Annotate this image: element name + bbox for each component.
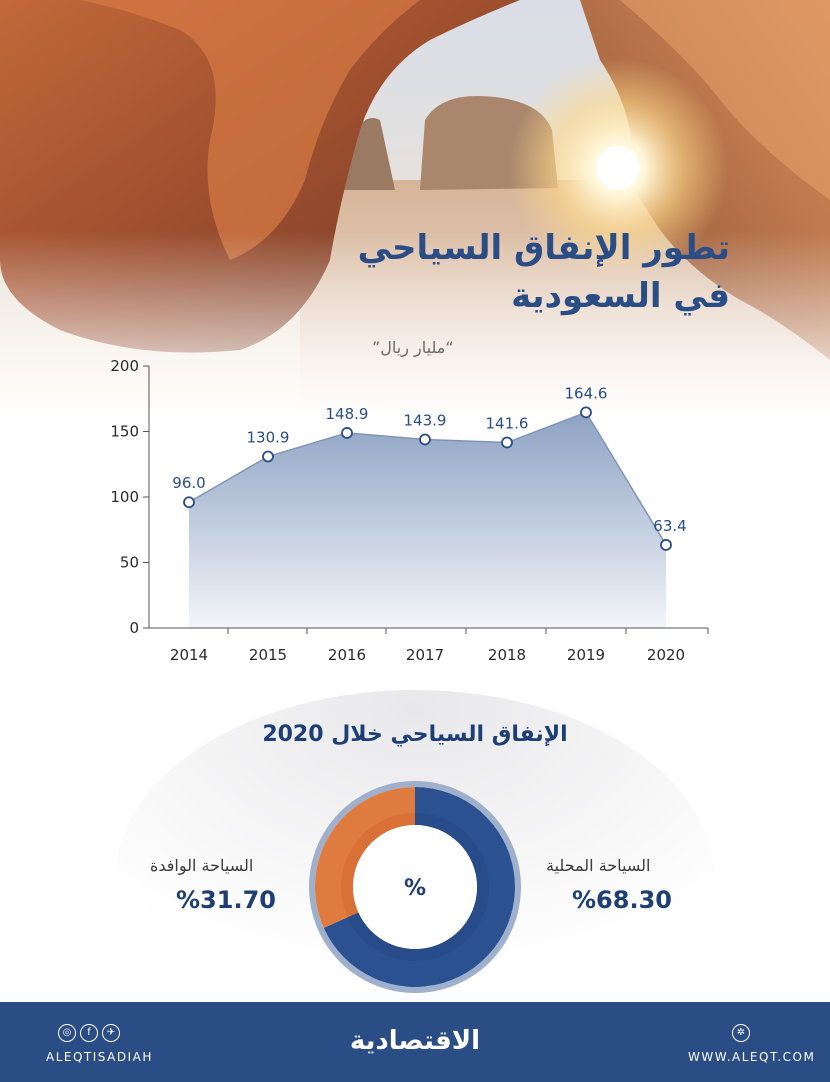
- hero-landscape-image: [0, 0, 830, 420]
- pie-chart-title: الإنفاق السياحي خلال 2020: [262, 722, 568, 747]
- brand-logo: الاقتصادية: [349, 1026, 481, 1056]
- x-tick-label: 2015: [249, 646, 287, 664]
- data-point: [183, 496, 195, 509]
- data-point: [419, 433, 431, 446]
- y-tick-label: 200: [110, 357, 139, 375]
- footer-bar: ◎ f ✈ ALEQTISADIAH الاقتصادية ✲ WWW.ALEQ…: [0, 1002, 830, 1082]
- x-tick-label: 2018: [488, 646, 526, 664]
- data-point: [341, 427, 353, 439]
- domestic-tourism-label: السياحة المحلية: [546, 856, 651, 875]
- data-label: 130.9: [247, 429, 290, 447]
- y-tick-label: 0: [129, 619, 139, 637]
- infographic-title-line1: تطور الإنفاق السياحي: [357, 228, 730, 268]
- donut-center-label: %: [404, 876, 426, 901]
- twitter-icon[interactable]: ✈: [102, 1024, 120, 1042]
- data-point: [262, 450, 274, 463]
- inbound-tourism-label: السياحة الوافدة: [150, 856, 254, 875]
- data-point: [660, 539, 672, 551]
- inbound-tourism-value: %31.70: [176, 886, 276, 914]
- website-link[interactable]: WWW.ALEQT.COM: [688, 1050, 816, 1064]
- data-label: 96.0: [172, 474, 205, 492]
- y-tick-label: 100: [110, 488, 139, 506]
- data-label: 164.6: [565, 384, 608, 402]
- donut-hole: [353, 825, 477, 949]
- globe-icon: ✲: [732, 1024, 750, 1042]
- data-label: 63.4: [653, 517, 686, 535]
- data-label: 141.6: [486, 415, 529, 433]
- infographic-title-line2: في السعودية: [511, 276, 730, 316]
- x-tick-label: 2019: [567, 646, 605, 664]
- x-tick-label: 2014: [170, 646, 208, 664]
- slice-inner-shade: [341, 813, 415, 918]
- data-label: 143.9: [404, 411, 447, 429]
- data-point: [580, 406, 592, 419]
- x-tick-label: 2017: [406, 646, 444, 664]
- x-tick-label: 2016: [328, 646, 366, 664]
- spending-area-chart: 0 50 100 150 200 2014 2015 2016 2017 2018 2019 2020…: [110, 357, 709, 664]
- area-fill: [189, 412, 666, 628]
- facebook-icon[interactable]: f: [80, 1024, 98, 1042]
- x-tick-label: 2020: [647, 646, 685, 664]
- domestic-tourism-value: %68.30: [572, 886, 672, 914]
- data-label: 148.9: [326, 405, 369, 423]
- social-handle[interactable]: ALEQTISADIAH: [46, 1050, 153, 1064]
- y-axis-unit-label: “مليار ريال”: [372, 338, 454, 357]
- social-icons: ◎ f ✈: [58, 1024, 120, 1042]
- y-tick-label: 150: [110, 423, 139, 441]
- spending-donut-chart: %: [309, 781, 521, 993]
- data-point: [501, 436, 513, 449]
- instagram-icon[interactable]: ◎: [58, 1024, 76, 1042]
- y-tick-label: 50: [120, 554, 139, 572]
